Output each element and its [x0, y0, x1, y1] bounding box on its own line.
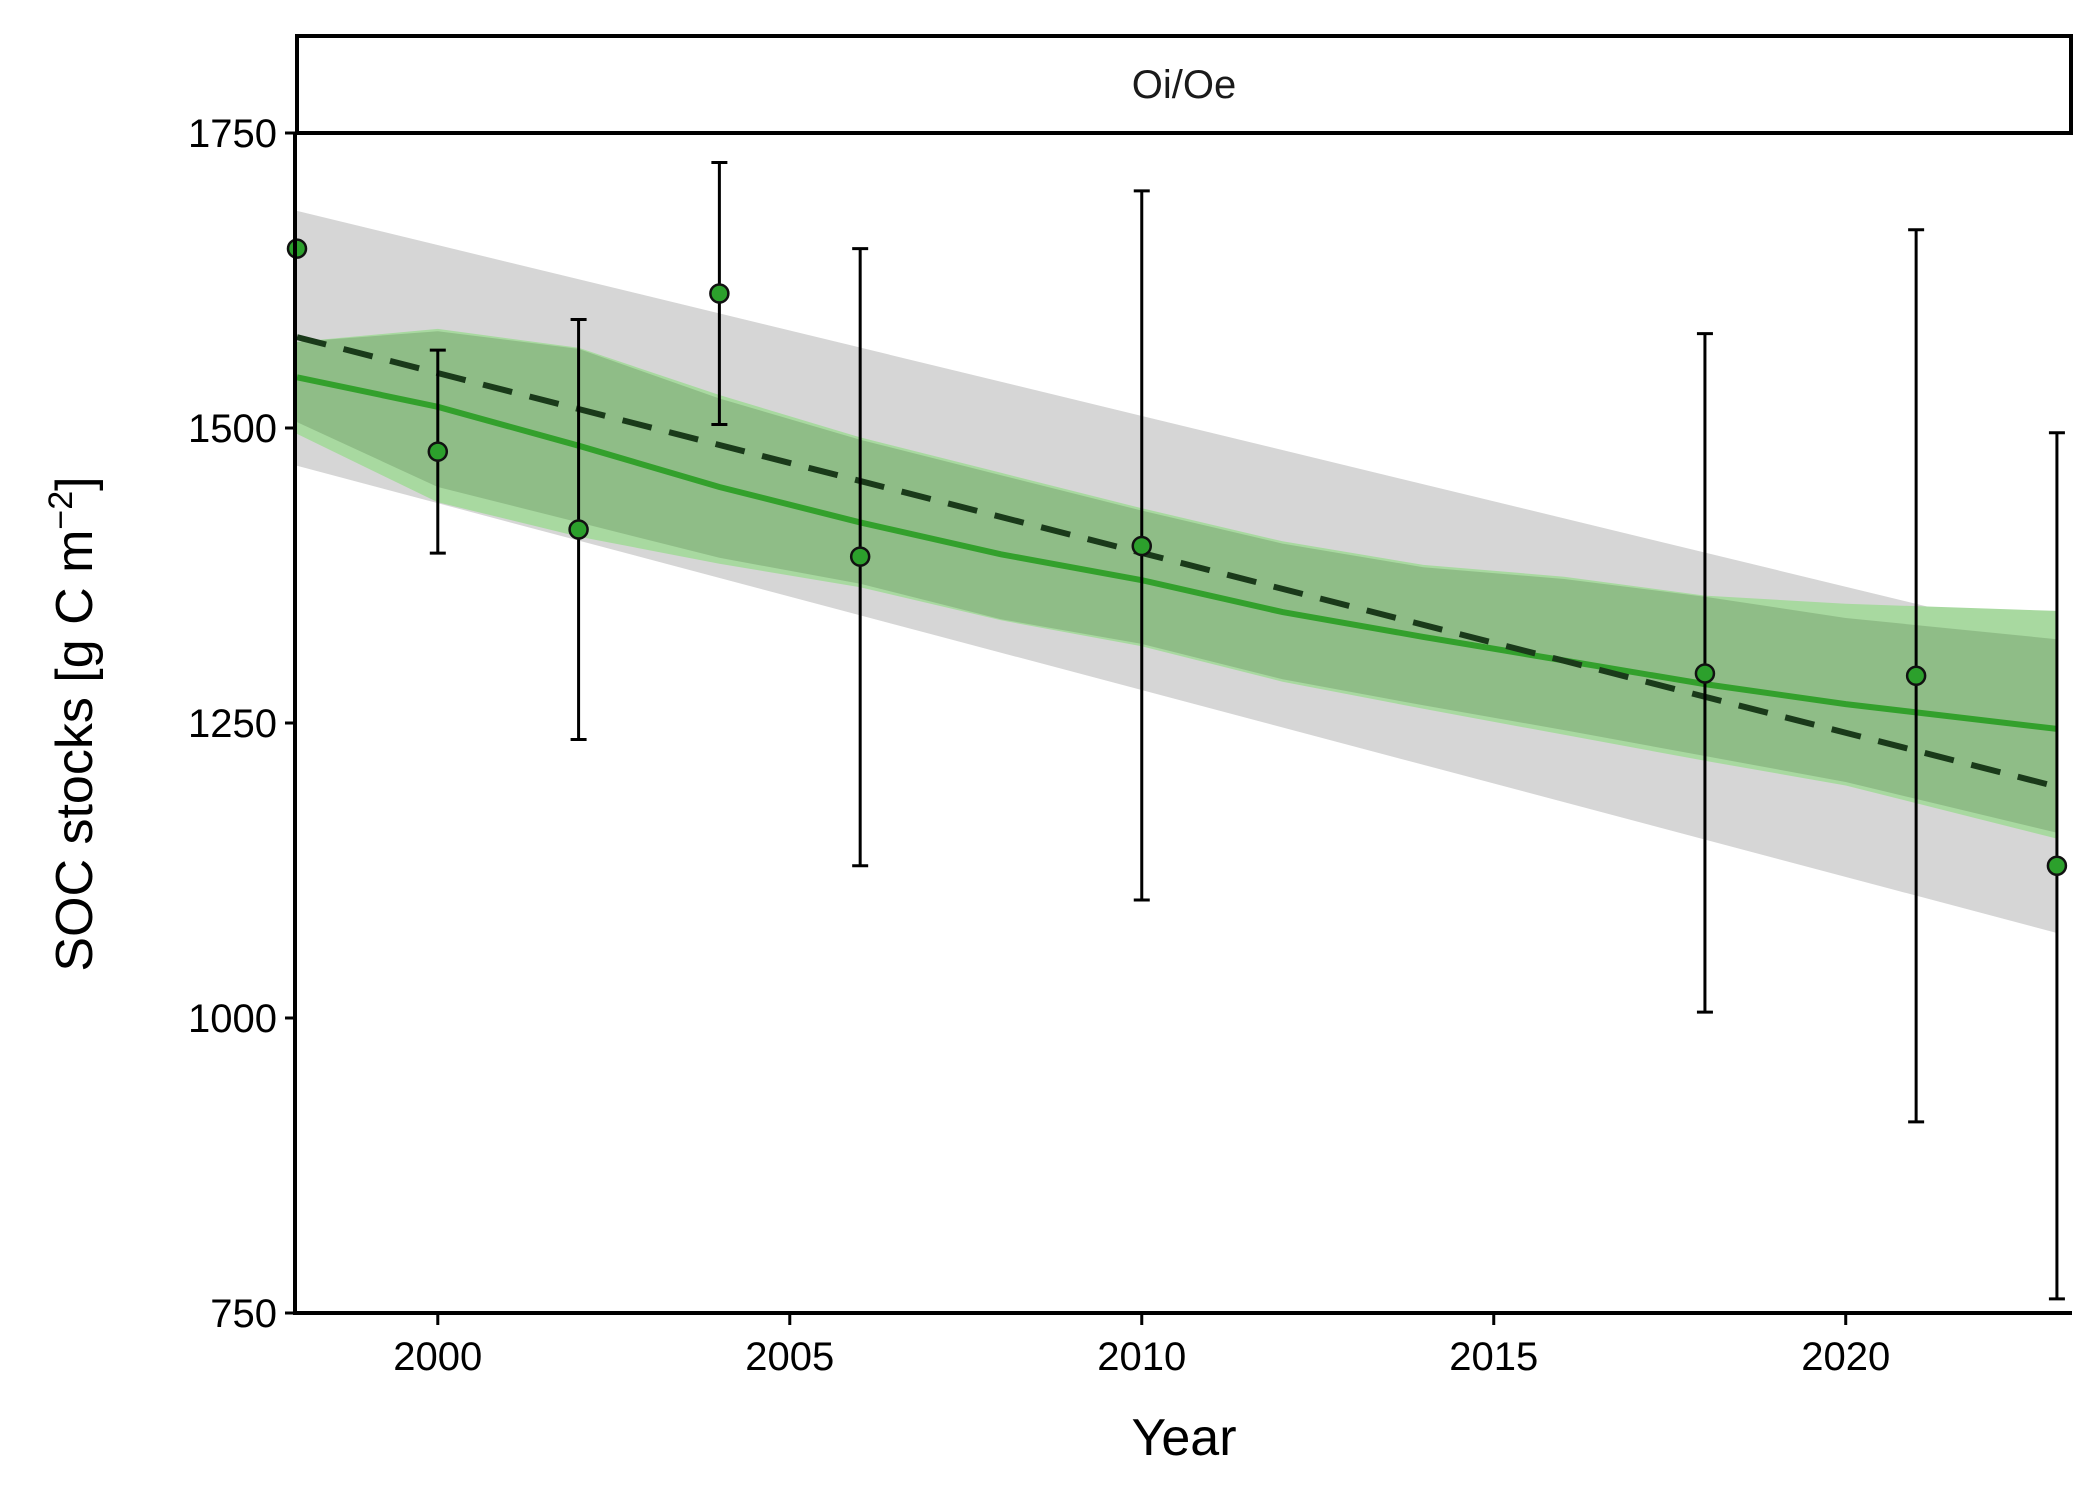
x-axis-title: Year	[1131, 1409, 1236, 1467]
data-point-2010	[1131, 535, 1153, 557]
data-point-2000	[427, 441, 449, 462]
x-tick-label-2020: 2020	[1801, 1335, 1890, 1379]
y-axis-ticks: 750 1000 1250 1500 1750	[188, 112, 297, 1336]
x-tick-label-2005: 2005	[745, 1335, 834, 1379]
x-tick-label-2010: 2010	[1097, 1335, 1186, 1379]
data-point-2004	[709, 283, 730, 304]
y-axis-title-main: SOC stocks [g C m	[46, 530, 104, 972]
data-points	[286, 238, 2068, 877]
y-tick-label-1000: 1000	[188, 997, 277, 1041]
y-tick-label-1750: 1750	[188, 112, 277, 156]
x-tick-label-2015: 2015	[1449, 1335, 1538, 1379]
data-point-2006	[849, 546, 871, 567]
y-axis-title-superscript: −2	[42, 491, 80, 530]
y-axis-title: SOC stocks [g C m−2]	[42, 476, 104, 971]
smooth-trend-inner-band	[297, 331, 2057, 833]
x-axis-ticks: 2000 2005 2010 2015 2020	[393, 1313, 1890, 1379]
data-point-2018	[1694, 663, 1716, 684]
y-tick-label-1500: 1500	[188, 407, 277, 451]
facet-strip	[295, 34, 2073, 135]
y-tick-label-750: 750	[210, 1292, 277, 1336]
confidence-bands	[297, 210, 2057, 933]
facet-strip-label: Oi/Oe	[1132, 63, 1236, 107]
x-tick-label-2000: 2000	[393, 1335, 482, 1379]
y-axis-title-end: ]	[46, 476, 104, 490]
data-point-2023	[2046, 855, 2068, 877]
data-point-2021	[1905, 665, 1927, 687]
data-point-2002	[568, 519, 589, 540]
y-tick-label-1250: 1250	[188, 702, 277, 746]
linear-trend-line	[296, 334, 2058, 790]
